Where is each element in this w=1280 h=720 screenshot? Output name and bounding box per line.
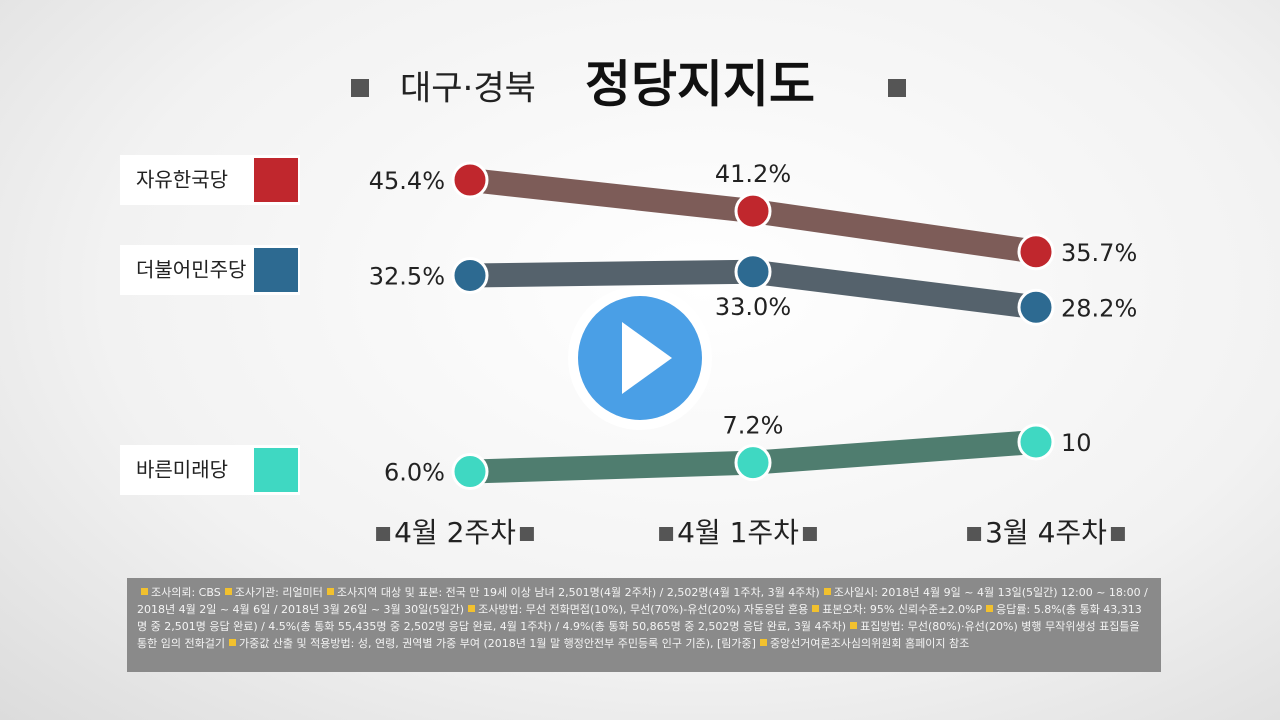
footnote-bullet xyxy=(850,622,858,629)
category-bullet xyxy=(659,527,674,541)
footnote-bullet xyxy=(141,588,148,595)
x-tick-label: 4월 2주차 xyxy=(394,516,516,549)
legend-label: 더불어민주당 xyxy=(136,258,246,282)
value-label: 7.2% xyxy=(723,412,784,440)
value-label: 35.7% xyxy=(1061,239,1137,267)
value-label: 33.0% xyxy=(715,293,791,321)
footnote-bullet xyxy=(468,605,476,612)
footnote: 표본오차: 95% 신뢰수준±2.0%P xyxy=(822,603,983,616)
footnote: 조사의뢰: CBS xyxy=(151,586,221,599)
footnote-bullet xyxy=(812,605,820,612)
value-label: 10 xyxy=(1061,429,1092,457)
data-point xyxy=(451,161,489,199)
value-label: 32.5% xyxy=(369,262,445,290)
footnote-box: 조사의뢰: CBS 조사기관: 리얼미터 조사지역 대상 및 표본: 전국 만 19… xyxy=(127,578,1161,672)
value-label: 45.4% xyxy=(369,167,445,195)
footnote: 조사방법: 무선 전화면접(10%), 무선(70%)-유선(20%) 자동응답… xyxy=(478,603,809,616)
x-tick-label: 3월 4주차 xyxy=(985,516,1107,549)
value-label: 6.0% xyxy=(384,459,445,487)
legend-swatch xyxy=(254,448,298,492)
footnote: 조사기관: 리얼미터 xyxy=(234,586,323,599)
category-bullet xyxy=(802,527,817,541)
data-point xyxy=(734,444,772,482)
category-bullet xyxy=(967,527,982,541)
data-point xyxy=(734,253,772,291)
category-bullet xyxy=(519,527,534,541)
footnote-bullet xyxy=(759,639,767,646)
footnote: 조사일시: 2018년 4월 9일 ~ 4월 13일(5일간) 12:00 ~ … xyxy=(137,586,1148,616)
data-point xyxy=(1017,423,1055,461)
data-point xyxy=(451,453,489,491)
chart-title: 정당지지도 xyxy=(585,56,815,114)
title-bullet xyxy=(888,79,906,97)
footnote-bullet xyxy=(986,605,994,612)
footnote-bullet xyxy=(224,588,232,595)
legend-label: 바른미래당 xyxy=(136,458,228,482)
data-point xyxy=(451,256,489,294)
chart-region: 대구·경북 xyxy=(400,69,536,109)
x-tick-label: 4월 1주차 xyxy=(677,516,799,549)
footnote: 중앙선거여론조사심의위원회 홈페이지 참조 xyxy=(769,637,970,650)
footnote: 표집방법: 무선(80%)·유선(20%) 병행 무작위생성 표집틀을 통한 임… xyxy=(137,620,1140,650)
value-label: 28.2% xyxy=(1061,294,1137,322)
category-bullet xyxy=(376,527,391,541)
data-point xyxy=(1017,233,1055,271)
legend-swatch xyxy=(254,248,298,292)
footnote-bullet xyxy=(823,588,831,595)
footnote: 가중값 산출 및 적용방법: 성, 연령, 권역별 가중 부여 (2018년 1… xyxy=(238,637,756,650)
value-label: 41.2% xyxy=(715,160,791,188)
footnote: 조사지역 대상 및 표본: 전국 만 19세 이상 남녀 2,501명(4월 2… xyxy=(336,586,820,599)
category-bullet xyxy=(1110,527,1125,541)
play-icon[interactable] xyxy=(622,322,672,394)
footnote: 응답률: 5.8%(총 통화 43,313명 중 2,501명 응답 완료) /… xyxy=(137,603,1142,633)
title-bullet xyxy=(351,79,369,97)
legend-swatch xyxy=(254,158,298,202)
footnote-bullet xyxy=(326,588,334,595)
data-point xyxy=(734,192,772,230)
legend-label: 자유한국당 xyxy=(136,168,228,192)
data-point xyxy=(1017,288,1055,326)
footnote-bullet xyxy=(228,639,236,646)
play-button[interactable] xyxy=(568,286,712,430)
